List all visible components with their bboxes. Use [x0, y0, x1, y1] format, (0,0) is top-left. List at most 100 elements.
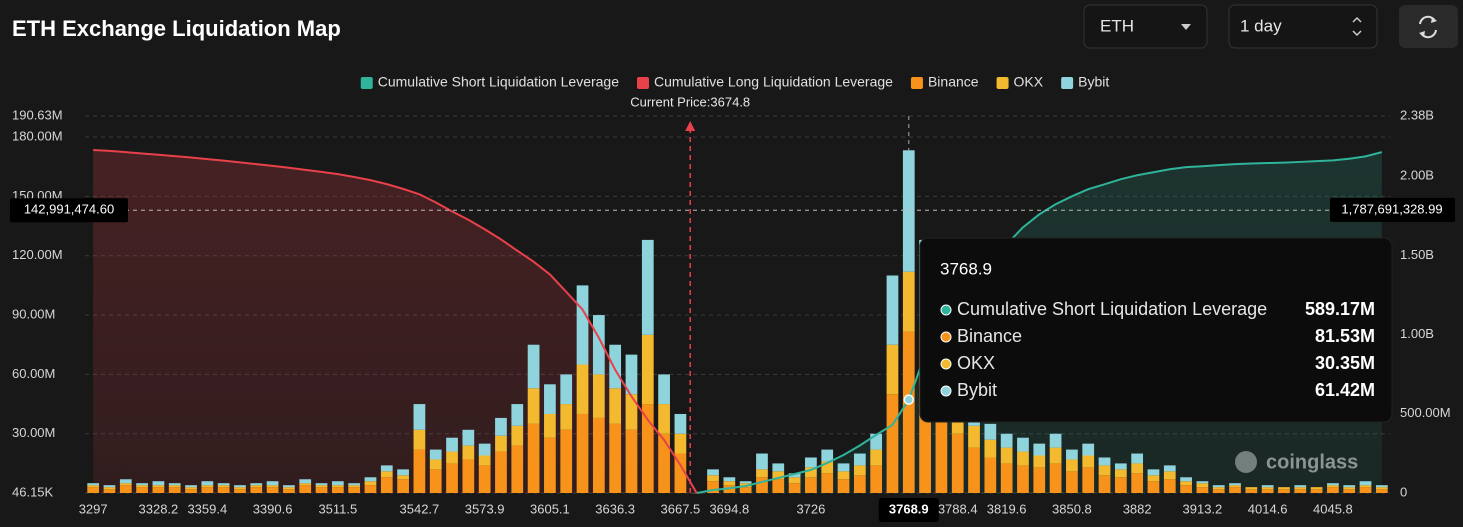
bar-segment: [1017, 465, 1029, 493]
legend-label: Cumulative Long Liquidation Leverage: [654, 74, 893, 90]
bar-segment: [1180, 477, 1192, 482]
bar-segment: [1343, 485, 1356, 488]
y-tick-label: 60.00M: [12, 366, 55, 381]
bar-segment: [413, 404, 426, 430]
bar-segment: [1327, 487, 1339, 493]
bar-segment: [1212, 485, 1225, 488]
bar-segment: [283, 487, 295, 490]
bar-segment: [217, 487, 230, 493]
bar-segment: [1327, 483, 1339, 486]
bar-segment: [1294, 487, 1307, 490]
bar-segment: [641, 239, 654, 335]
refresh-button[interactable]: [1399, 5, 1458, 48]
legend-label: OKX: [1014, 74, 1044, 90]
bar-segment: [1245, 487, 1258, 490]
bar-segment: [1000, 463, 1013, 493]
bar-segment: [429, 449, 442, 460]
select-box[interactable]: [1228, 4, 1378, 49]
bar-segment: [299, 485, 312, 493]
bar-segment: [1375, 485, 1388, 488]
tooltip-dot: [940, 358, 952, 370]
x-tick-label: 3694.8: [709, 501, 749, 516]
bar-segment: [821, 449, 834, 462]
bar-segment: [136, 487, 148, 493]
button-box[interactable]: [1399, 5, 1458, 48]
bar-segment: [674, 433, 687, 454]
bar-segment: [119, 483, 132, 486]
y2-tick-label: 2.00B: [1400, 168, 1434, 183]
bar-segment: [429, 469, 442, 493]
bar-segment: [1327, 485, 1339, 488]
bar-segment: [168, 485, 181, 488]
bar-segment: [1082, 455, 1095, 468]
bar-segment: [1033, 455, 1046, 468]
bar-segment: [1294, 485, 1307, 488]
bar-segment: [1066, 449, 1078, 460]
bar-segment: [707, 475, 719, 482]
bar-segment: [234, 487, 246, 490]
bar-segment: [413, 449, 426, 493]
bar-segment: [821, 461, 834, 474]
bar-segment: [641, 404, 654, 493]
tooltip-name: Cumulative Short Liquidation Leverage: [957, 299, 1267, 319]
refresh-icon-head[interactable]: [1419, 17, 1437, 37]
y-tick-label: 180.00M: [12, 128, 63, 143]
bar-segment: [1245, 489, 1258, 493]
spinner[interactable]: [1352, 16, 1362, 37]
bar-segment: [331, 487, 344, 493]
bar-segment: [1343, 487, 1356, 490]
tooltip: 3768.9 Cumulative Short Liquidation Lever…: [919, 237, 1393, 423]
tooltip-dot: [940, 331, 952, 343]
bar-segment: [1033, 443, 1046, 456]
interval-select[interactable]: 1 day: [1228, 4, 1378, 49]
tooltip-box: [919, 237, 1393, 423]
bar-segment: [250, 483, 263, 486]
x-tick-label: 3726: [796, 501, 825, 516]
bar-segment: [1163, 471, 1176, 480]
symbol-select[interactable]: ETH: [1083, 4, 1208, 49]
tooltip-name: OKX: [957, 353, 995, 373]
bar-segment: [1261, 485, 1274, 488]
tooltip-title: 3768.9: [940, 259, 992, 278]
bar-segment: [511, 425, 524, 446]
bar-segment: [168, 487, 181, 493]
x-tick-label: 3913.2: [1183, 501, 1223, 516]
bar-segment: [886, 275, 899, 345]
select-value[interactable]: ETH: [1100, 16, 1134, 35]
bar-segment: [870, 465, 883, 493]
bar-segment: [234, 489, 246, 493]
legend-label: Binance: [928, 74, 979, 90]
caret[interactable]: [1181, 24, 1191, 30]
bar-segment: [886, 394, 899, 493]
bar-segment: [315, 485, 328, 488]
bar-segment: [315, 487, 328, 493]
x-tick-label: 3359.4: [187, 501, 227, 516]
y2-tick-label: 1.50B: [1400, 247, 1434, 262]
bar-segment: [152, 481, 165, 486]
bar-segment: [1114, 463, 1127, 470]
bar-segment: [397, 475, 409, 480]
bar-segment: [576, 364, 589, 414]
bar-segment: [853, 465, 866, 476]
current-price-arrow: [685, 121, 696, 131]
bar-segment: [331, 481, 344, 486]
bar-segment: [511, 445, 524, 493]
bar-segment: [103, 489, 116, 493]
bar-segment: [87, 485, 100, 488]
bar-segment: [331, 485, 344, 488]
bar-segment: [1082, 443, 1095, 456]
bar-segment: [1147, 469, 1160, 476]
bar-segment: [1261, 489, 1274, 493]
crosshair-y2-label: 1,787,691,328.99: [1341, 201, 1442, 216]
bar-segment: [527, 423, 540, 493]
bar-segment: [1180, 485, 1192, 493]
bar-segment: [478, 443, 491, 456]
y-tick-label: 46.15K: [12, 484, 54, 499]
bar-segment: [511, 404, 524, 426]
bar-segment: [805, 467, 817, 478]
bar-segment: [902, 150, 915, 272]
select-value[interactable]: 1 day: [1240, 16, 1282, 35]
bar-segment: [674, 413, 687, 434]
bar-segment: [478, 455, 491, 466]
select-box[interactable]: [1083, 4, 1208, 49]
